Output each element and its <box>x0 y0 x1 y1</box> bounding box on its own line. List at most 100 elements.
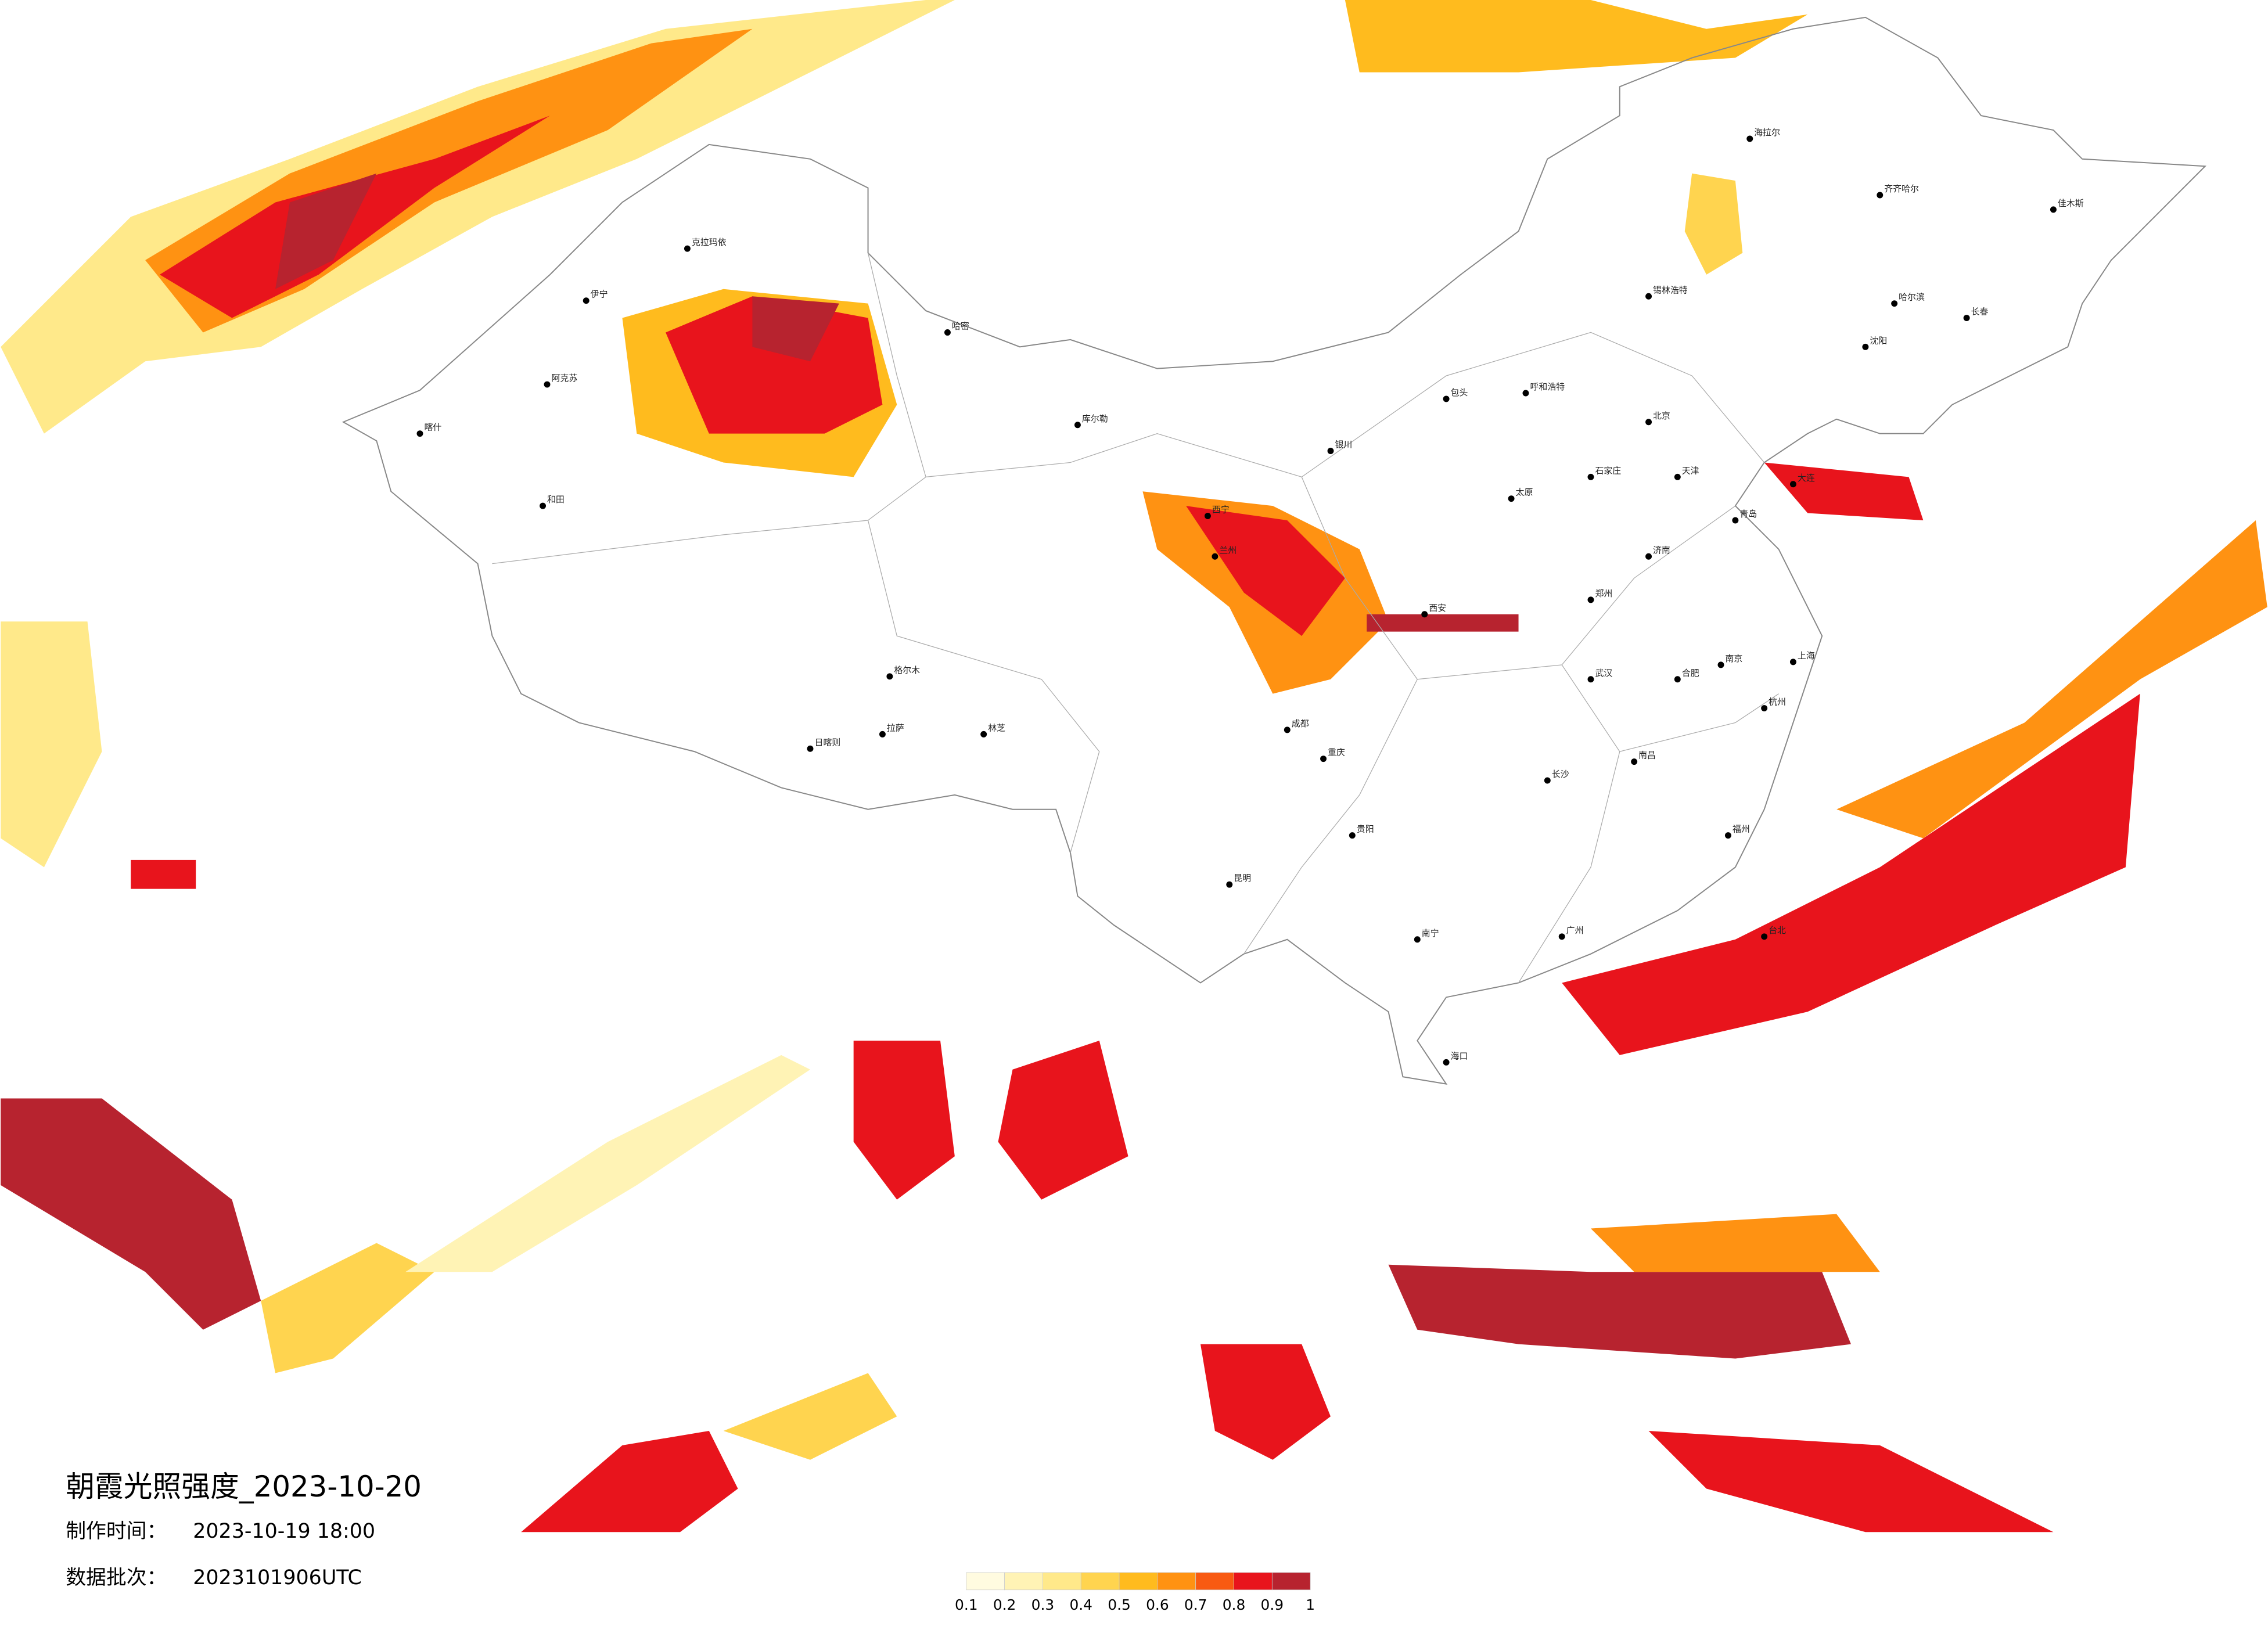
colorbar-tick-label: 0.4 <box>1069 1596 1092 1613</box>
blob <box>1 1098 261 1330</box>
city-dot <box>684 245 691 252</box>
city-label: 银川 <box>1335 440 1352 450</box>
blob <box>1 0 955 434</box>
city-label: 包头 <box>1451 387 1468 398</box>
colorbar-swatch <box>966 1572 1005 1591</box>
blob <box>1590 1214 1880 1272</box>
city-dot <box>1645 419 1652 426</box>
city-dot <box>1414 936 1421 943</box>
colorbar: 0.1 0.2 0.3 0.4 0.5 0.6 0.7 0.8 0.9 1 <box>955 1572 1315 1613</box>
city-dot <box>1522 390 1529 397</box>
blob <box>261 1243 434 1373</box>
city-label: 阿克苏 <box>551 373 577 383</box>
city-dot <box>1746 135 1753 142</box>
city-label: 伊宁 <box>591 289 608 300</box>
city-label: 海拉尔 <box>1754 127 1780 138</box>
city-dot <box>1558 933 1565 940</box>
city-label: 北京 <box>1653 411 1670 421</box>
colorbar-tick-label: 0.8 <box>1223 1596 1246 1613</box>
city-dot <box>1226 881 1233 888</box>
colorbar-tick-label: 0.6 <box>1146 1596 1169 1613</box>
city-dot <box>544 381 551 388</box>
city-dot <box>1320 756 1327 762</box>
city-label: 拉萨 <box>887 722 904 733</box>
city-label: 广州 <box>1566 925 1584 936</box>
city-dot <box>583 297 590 304</box>
city-label: 福州 <box>1733 824 1750 834</box>
city-label: 济南 <box>1653 545 1670 555</box>
blob <box>1764 462 1924 520</box>
colorbar-tick-label: 0.7 <box>1184 1596 1207 1613</box>
city-dot <box>1284 726 1291 733</box>
blob <box>275 173 377 289</box>
city-label: 长沙 <box>1552 769 1569 779</box>
city-label: 哈密 <box>952 321 969 331</box>
city-dot <box>1761 933 1768 940</box>
city-label: 长春 <box>1971 307 1989 317</box>
blob <box>666 296 883 434</box>
province-borders <box>492 253 1779 983</box>
city-label: 海口 <box>1451 1051 1468 1061</box>
blob <box>853 1041 955 1200</box>
city-dot <box>1674 676 1681 683</box>
city-label: 天津 <box>1682 465 1699 476</box>
city-label: 大连 <box>1798 473 1815 483</box>
colorbar-swatch <box>1157 1572 1196 1591</box>
city-dot <box>1349 832 1356 839</box>
city-label: 佳木斯 <box>2058 198 2084 208</box>
city-label: 重庆 <box>1328 747 1345 758</box>
country-border <box>342 16 2207 1085</box>
city-label: 南京 <box>1725 653 1742 664</box>
city-label: 格尔木 <box>894 665 920 675</box>
colorbar-swatch <box>1234 1572 1273 1591</box>
blob <box>1 621 102 868</box>
city-dot <box>1645 553 1652 560</box>
city-dot <box>1508 495 1515 502</box>
city-dot <box>1074 422 1081 429</box>
blob <box>521 1431 738 1533</box>
city-dot <box>1963 315 1970 322</box>
colorbar-swatch <box>1080 1572 1120 1591</box>
colorbar-tick-label: 0.5 <box>1108 1596 1131 1613</box>
colorbar-swatch <box>1043 1572 1081 1591</box>
blob <box>752 296 839 362</box>
blob <box>1186 506 1345 636</box>
blob <box>1648 1431 2054 1533</box>
city-label: 南宁 <box>1422 928 1439 938</box>
city-label: 昆明 <box>1234 873 1251 883</box>
city-label: 兰州 <box>1219 545 1237 555</box>
blob <box>1367 614 1519 632</box>
city-dot <box>1732 517 1739 524</box>
city-dot <box>1327 448 1334 455</box>
city-label: 武汉 <box>1595 668 1612 678</box>
city-dot <box>1877 192 1884 199</box>
city-label: 合肥 <box>1682 668 1699 678</box>
map-title: 朝霞光照强度_2023-10-20 <box>66 1470 422 1503</box>
city-label: 日喀则 <box>814 737 840 747</box>
city-label: 西宁 <box>1212 505 1230 515</box>
blob <box>723 1373 897 1460</box>
city-label: 呼和浩特 <box>1530 382 1565 392</box>
city-dot <box>1674 473 1681 480</box>
city-label: 和田 <box>547 494 565 505</box>
city-label: 郑州 <box>1595 588 1612 599</box>
blob <box>1836 520 2267 839</box>
colorbar-tick-label: 0.2 <box>993 1596 1016 1613</box>
city-dot <box>2050 206 2057 213</box>
city-dot <box>1891 300 1898 307</box>
colorbar-tick-label: 0.9 <box>1261 1596 1284 1613</box>
city-label: 上海 <box>1798 650 1815 661</box>
data-batch: 2023101906UTC <box>193 1566 362 1589</box>
blob <box>1388 1264 1851 1359</box>
city-dot <box>1204 513 1211 520</box>
city-label: 林芝 <box>988 722 1005 733</box>
city-dot <box>416 430 423 437</box>
city-dot <box>807 745 814 752</box>
city-dot <box>980 731 987 738</box>
blob <box>1200 1344 1331 1460</box>
city-dot <box>886 673 893 680</box>
city-label: 杭州 <box>1769 697 1786 707</box>
city-dot <box>1761 705 1768 712</box>
